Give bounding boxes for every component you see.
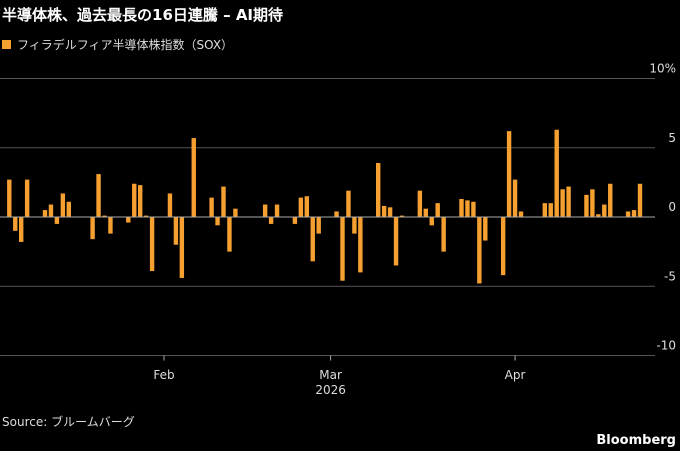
bar bbox=[399, 215, 405, 217]
bar bbox=[24, 179, 30, 217]
bar bbox=[96, 174, 101, 217]
source-note: Source: ブルームバーグ bbox=[2, 415, 135, 429]
bar bbox=[542, 203, 547, 217]
bar bbox=[471, 201, 476, 217]
bar bbox=[459, 198, 464, 217]
bar bbox=[387, 207, 393, 217]
bar bbox=[60, 193, 66, 217]
bar bbox=[358, 217, 363, 273]
bar bbox=[102, 215, 107, 217]
bar bbox=[54, 217, 60, 224]
bar bbox=[42, 210, 48, 217]
bar bbox=[292, 217, 298, 224]
bar bbox=[48, 204, 54, 217]
x-year-label: 2026 bbox=[315, 383, 346, 397]
y-tick-label: -5 bbox=[664, 269, 676, 283]
bar bbox=[602, 204, 607, 217]
bar bbox=[215, 217, 220, 226]
chart-title: 半導体株、過去最長の16日連騰 – AI期待 bbox=[2, 6, 284, 24]
legend-swatch bbox=[2, 40, 11, 49]
bar bbox=[566, 186, 571, 217]
bar bbox=[435, 203, 440, 217]
bar bbox=[608, 183, 613, 217]
bar bbox=[376, 162, 381, 217]
bloomberg-logo: Bloomberg bbox=[596, 433, 676, 448]
bar bbox=[340, 217, 345, 281]
bar bbox=[132, 183, 137, 217]
bar bbox=[560, 189, 565, 217]
bar bbox=[191, 138, 196, 217]
x-tick-label: Apr bbox=[505, 368, 526, 382]
bar bbox=[233, 208, 238, 217]
bar bbox=[316, 217, 321, 234]
bar bbox=[584, 194, 589, 217]
bar bbox=[126, 217, 131, 223]
bar bbox=[518, 211, 524, 217]
bar bbox=[590, 189, 595, 217]
legend: フィラデルフィア半導体株指数（SOX） bbox=[2, 36, 233, 53]
bar bbox=[637, 183, 643, 217]
bar bbox=[477, 217, 482, 284]
bar bbox=[346, 190, 351, 217]
bar bbox=[149, 217, 155, 272]
bar bbox=[7, 179, 12, 217]
bar bbox=[268, 217, 274, 224]
bar bbox=[310, 217, 315, 262]
bar bbox=[381, 205, 387, 217]
bar bbox=[393, 217, 399, 266]
y-tick-label: 0 bbox=[668, 200, 676, 214]
bar bbox=[334, 211, 339, 217]
bar bbox=[143, 215, 149, 217]
bar bbox=[596, 214, 601, 217]
bar bbox=[625, 211, 631, 217]
bar bbox=[548, 203, 553, 217]
bar bbox=[298, 197, 304, 217]
bar bbox=[352, 217, 357, 234]
y-tick-label: 10% bbox=[649, 62, 676, 76]
x-tick-label: Mar bbox=[319, 368, 342, 382]
bar bbox=[417, 190, 423, 217]
bar bbox=[554, 129, 559, 217]
bar bbox=[506, 131, 512, 217]
y-tick-label: -10 bbox=[656, 339, 676, 353]
bar bbox=[441, 217, 446, 252]
bar bbox=[423, 208, 428, 217]
bar bbox=[465, 200, 470, 217]
bar bbox=[179, 217, 185, 278]
bar bbox=[429, 217, 434, 226]
bar bbox=[167, 193, 173, 217]
bar bbox=[227, 217, 232, 252]
bar bbox=[483, 217, 488, 241]
bar bbox=[66, 201, 71, 217]
bar bbox=[108, 217, 113, 234]
bar bbox=[19, 217, 24, 242]
bar bbox=[138, 185, 143, 217]
bar bbox=[90, 217, 95, 240]
bar bbox=[262, 204, 268, 217]
y-tick-label: 5 bbox=[668, 131, 676, 145]
bar bbox=[221, 186, 226, 217]
bar bbox=[209, 197, 214, 217]
bar bbox=[500, 217, 506, 276]
bar bbox=[274, 204, 280, 217]
x-tick-label: Feb bbox=[153, 368, 174, 382]
bar bbox=[304, 196, 309, 217]
bar bbox=[173, 217, 179, 245]
bar bbox=[631, 210, 637, 217]
bar bbox=[13, 217, 18, 231]
legend-label: フィラデルフィア半導体株指数（SOX） bbox=[17, 38, 234, 52]
bar bbox=[512, 179, 518, 217]
